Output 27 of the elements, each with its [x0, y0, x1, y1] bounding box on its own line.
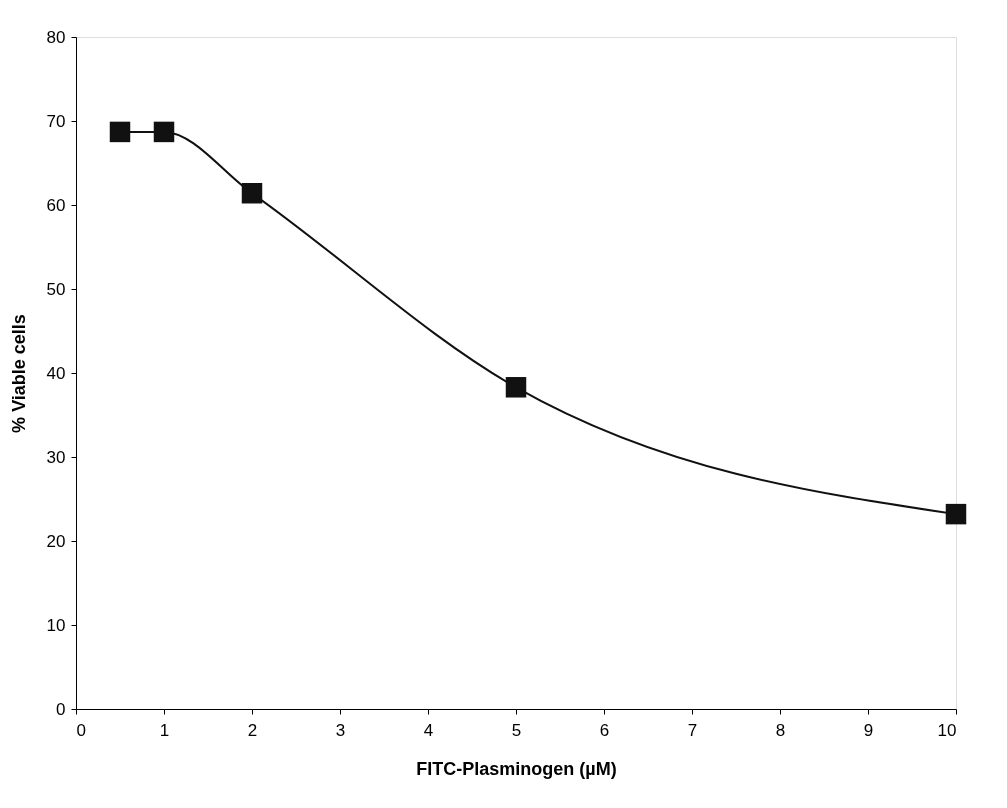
- x-tick-label: 7: [687, 720, 698, 740]
- y-tick-label: 0: [56, 699, 66, 719]
- y-tick-label: 20: [46, 531, 66, 551]
- x-tick-label: 6: [599, 720, 610, 740]
- point: [241, 182, 263, 204]
- x-axis-title: FITC-Plasminogen (µM): [416, 758, 617, 779]
- y-axis-title: % Viable cells: [8, 314, 29, 433]
- y-tick-label: 50: [46, 279, 66, 299]
- x-tick-label: 9: [863, 720, 874, 740]
- x-tick-label: 1: [159, 720, 170, 740]
- x-tick-label: 4: [423, 720, 434, 740]
- x-tick-label: 10: [937, 720, 957, 740]
- x-tick-label: 2: [247, 720, 258, 740]
- y-tick-label: 10: [46, 615, 66, 635]
- point: [945, 503, 967, 525]
- y-tick-label: 30: [46, 447, 66, 467]
- x-tick-label: 8: [775, 720, 786, 740]
- x-tick-label: 5: [511, 720, 522, 740]
- x-tick-label: 3: [335, 720, 346, 740]
- point: [505, 377, 527, 398]
- point: [153, 121, 175, 143]
- y-tick-label: 70: [46, 111, 66, 131]
- x-tick-label: 0: [76, 720, 86, 740]
- point: [109, 121, 131, 143]
- y-tick-label: 60: [46, 195, 66, 215]
- y-tick-label: 80: [46, 27, 66, 47]
- y-tick-label: 40: [46, 363, 66, 383]
